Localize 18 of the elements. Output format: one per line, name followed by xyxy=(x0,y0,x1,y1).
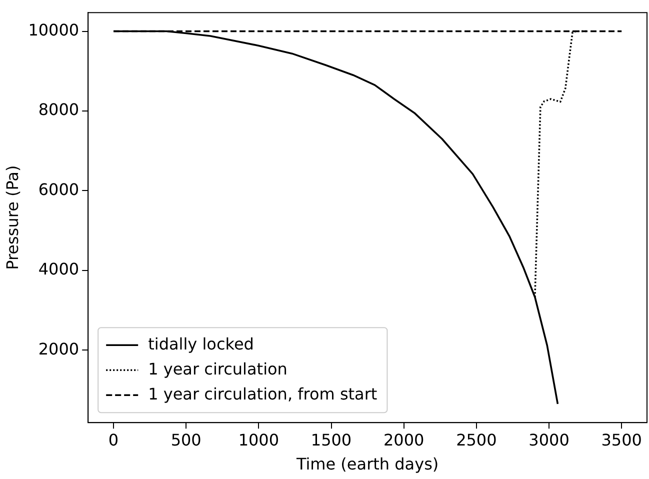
y-tick-label: 6000 xyxy=(38,180,80,199)
x-tick-label: 3500 xyxy=(601,430,642,450)
y-tick-label: 10000 xyxy=(28,20,80,40)
legend-label: 1 year circulation xyxy=(148,359,288,378)
y-axis-title: Pressure (Pa) xyxy=(2,165,22,270)
x-tick-label: 1000 xyxy=(238,430,280,450)
x-tick-label: 2500 xyxy=(456,430,497,450)
y-tick-label: 2000 xyxy=(38,339,80,358)
legend-label: 1 year circulation, from start xyxy=(148,384,378,404)
x-tick-label: 1500 xyxy=(310,430,352,450)
x-tick-label: 3000 xyxy=(528,430,570,450)
legend-label: tidally locked xyxy=(148,334,254,354)
x-tick-label: 0 xyxy=(108,430,119,450)
y-tick-label: 4000 xyxy=(38,260,80,279)
y-tick-label: 8000 xyxy=(38,100,80,120)
x-axis-title: Time (earth days) xyxy=(295,454,439,474)
x-tick-label: 2000 xyxy=(383,430,424,450)
x-tick-label: 500 xyxy=(170,430,202,450)
